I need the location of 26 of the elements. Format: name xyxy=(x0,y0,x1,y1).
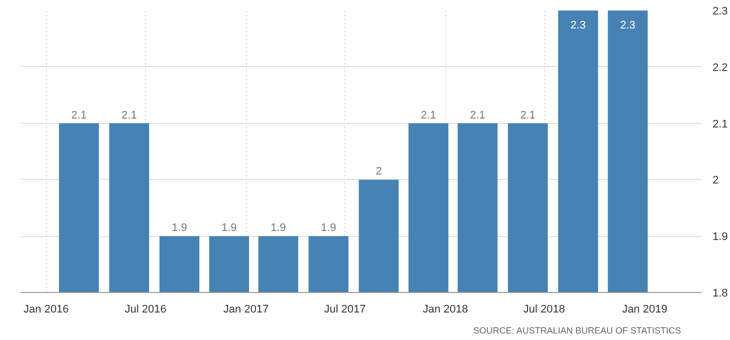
data-label: 2.1 xyxy=(520,109,536,122)
data-label: 2.3 xyxy=(570,20,586,32)
x-tick-label: Jul 2016 xyxy=(124,304,166,316)
data-label: 2.1 xyxy=(420,109,436,122)
x-tick-label: Jul 2017 xyxy=(324,304,366,316)
source-note: SOURCE: AUSTRALIAN BUREAU OF STATISTICS xyxy=(473,326,682,336)
data-label: 2.1 xyxy=(470,109,486,122)
data-label: 2.3 xyxy=(620,20,636,32)
x-tick-label: Jan 2016 xyxy=(24,304,69,316)
data-label: 1.9 xyxy=(221,222,237,234)
data-label: 1.9 xyxy=(172,222,188,234)
data-label: 1.9 xyxy=(320,222,336,234)
y-tick-label: 1.8 xyxy=(712,288,728,300)
x-tick-label: Jan 2017 xyxy=(223,304,269,316)
y-tick-label: 1.9 xyxy=(712,231,728,244)
data-label: 2.1 xyxy=(71,109,87,122)
x-tick-label: Jan 2018 xyxy=(422,304,468,316)
y-tick-label: 2.3 xyxy=(712,6,728,18)
x-tick-label: Jan 2019 xyxy=(622,304,668,316)
y-tick-label: 2 xyxy=(712,174,719,187)
y-tick-label: 2.2 xyxy=(712,62,728,74)
data-label: 2.1 xyxy=(122,109,137,122)
data-label: 2 xyxy=(376,166,382,178)
x-tick-label: Jul 2018 xyxy=(523,304,566,316)
data-label: 1.9 xyxy=(270,222,286,234)
y-tick-label: 2.1 xyxy=(712,118,728,130)
